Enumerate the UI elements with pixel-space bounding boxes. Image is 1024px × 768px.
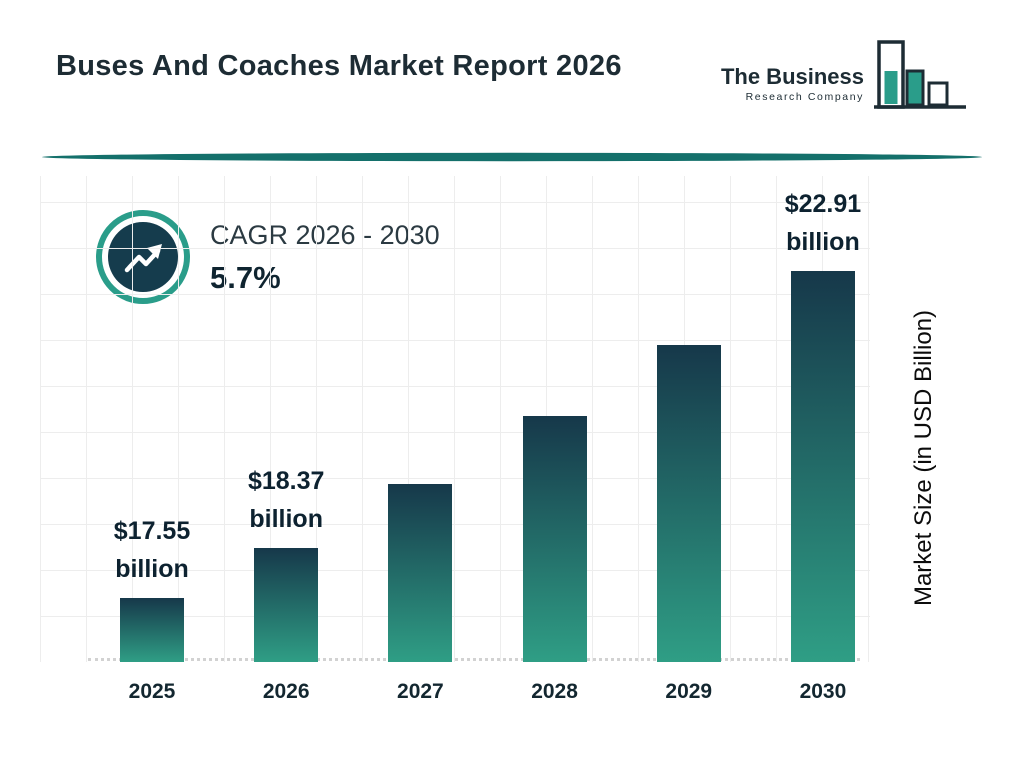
- bar-value-label-line: $18.37: [247, 467, 325, 495]
- y-axis-label: Market Size (in USD Billion): [910, 309, 937, 607]
- bar-value-label-line: $17.55: [113, 517, 191, 545]
- company-logo: The Business Research Company: [721, 38, 968, 121]
- bar-column-2028: 2028: [522, 270, 587, 703]
- bar-value-label: $22.91 billion: [733, 185, 913, 261]
- bar-chart: $17.55 billion 2025 $18.37 billion 2026 2027 20…: [114, 190, 861, 703]
- x-tick-label-2026: 2026: [262, 680, 310, 703]
- bar-value-label-line: $22.91: [784, 190, 862, 218]
- bar-chart-logo-icon: [872, 38, 968, 121]
- company-subtitle: Research Company: [745, 91, 864, 103]
- bar-value-label: $18.37 billion: [196, 462, 376, 538]
- company-logo-text: The Business Research Company: [721, 38, 864, 103]
- page-title: Buses And Coaches Market Report 2026: [56, 50, 622, 82]
- bar-value-label-line: billion: [115, 555, 189, 583]
- bar-column-2025: $17.55 billion 2025: [114, 270, 190, 703]
- bar-2027: [388, 484, 453, 662]
- bar-2029: [656, 345, 721, 662]
- company-name: The Business: [720, 64, 864, 89]
- x-tick-label-2029: 2029: [665, 680, 713, 703]
- bar-2028: [522, 416, 587, 662]
- bar-2026: [254, 548, 319, 662]
- bar-2025: [120, 598, 184, 662]
- bar-column-2029: 2029: [656, 270, 721, 703]
- bar-value-label: $17.55 billion: [62, 512, 242, 588]
- x-tick-label-2028: 2028: [531, 680, 578, 703]
- bar-2030: [790, 271, 855, 662]
- bar-value-label-line: billion: [786, 228, 860, 256]
- bar-column-2030: $22.91 billion 2030: [785, 190, 861, 703]
- chart-baseline: [88, 658, 860, 661]
- x-tick-label-2027: 2027: [397, 680, 444, 703]
- bar-value-label-line: billion: [249, 505, 323, 533]
- bar-column-2026: $18.37 billion 2026: [248, 270, 324, 703]
- x-tick-label-2025: 2025: [128, 680, 176, 703]
- chart-gridlines: [40, 176, 870, 662]
- x-tick-label-2030: 2030: [799, 680, 847, 703]
- bar-column-2027: 2027: [388, 270, 453, 703]
- header-divider: [40, 150, 984, 164]
